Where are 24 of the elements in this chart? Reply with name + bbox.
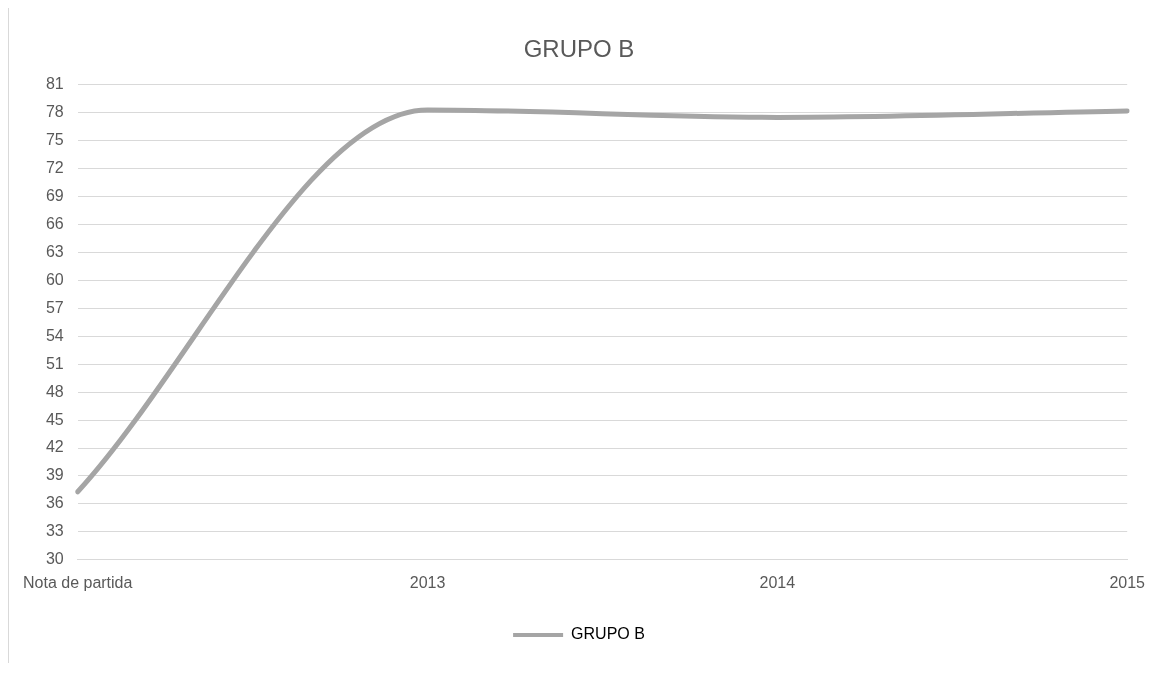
y-tick-label: 51 <box>45 354 64 372</box>
chart-title: GRUPO B <box>523 35 635 63</box>
x-tick-label: 2014 <box>759 573 796 591</box>
y-tick-label: 42 <box>45 438 64 456</box>
y-tick-label: 72 <box>45 159 64 177</box>
y-tick-label: 75 <box>45 131 64 149</box>
y-tick-label: 30 <box>45 550 64 568</box>
y-tick-label: 48 <box>45 382 64 400</box>
y-tick-label: 63 <box>45 242 64 260</box>
y-tick-label: 57 <box>45 298 64 316</box>
y-tick-label: 54 <box>45 326 64 344</box>
y-tick-label: 33 <box>45 522 64 540</box>
y-tick-label: 66 <box>45 214 64 232</box>
y-tick-label: 45 <box>45 410 64 428</box>
x-tick-label: 2015 <box>1109 573 1146 591</box>
x-tick-label: 2013 <box>409 573 446 591</box>
x-tick-label: Nota de partida <box>23 573 133 591</box>
legend-label: GRUPO B <box>571 625 645 643</box>
y-tick-label: 60 <box>45 270 64 288</box>
y-tick-label: 36 <box>45 494 64 512</box>
y-tick-label: 39 <box>45 466 64 484</box>
y-tick-label: 69 <box>45 186 64 204</box>
y-tick-label: 81 <box>45 75 64 93</box>
y-tick-label: 78 <box>45 103 64 121</box>
